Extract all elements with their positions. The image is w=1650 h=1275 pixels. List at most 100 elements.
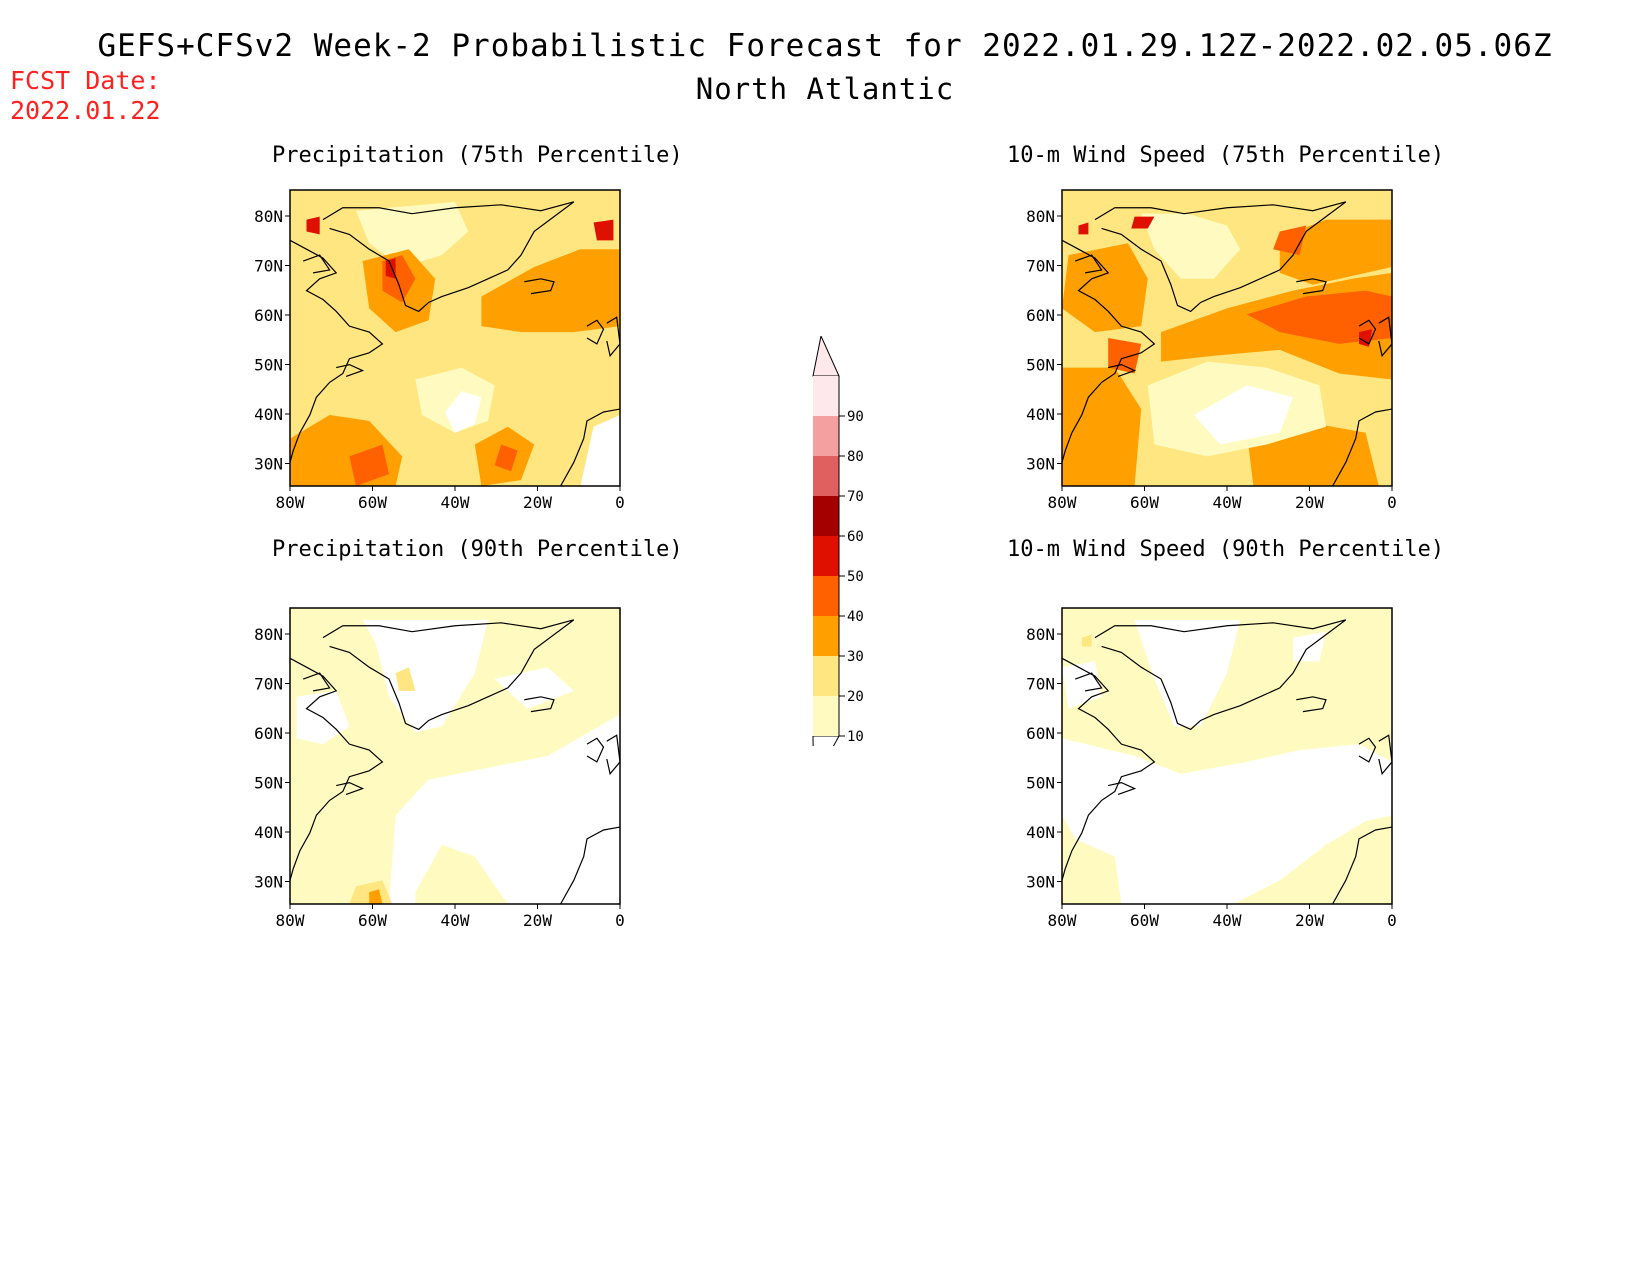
- coastline: [586, 319, 605, 345]
- lon-tick-label: 20W: [523, 493, 552, 512]
- contour-patch: [1062, 367, 1142, 486]
- colorbar-label: 80: [847, 449, 864, 465]
- coastline: [1378, 734, 1392, 776]
- coastline: [560, 826, 620, 904]
- lat-tick-label: 60N: [254, 724, 283, 743]
- lat-tick-label: 80N: [1026, 625, 1055, 644]
- lat-tick-label: 30N: [254, 455, 283, 474]
- coastline: [1378, 316, 1392, 358]
- contour-patch: [1194, 385, 1293, 445]
- coastline: [1296, 696, 1327, 713]
- contour-patch: [494, 667, 574, 709]
- contour-patch: [385, 258, 396, 279]
- sub-title: North Atlantic: [695, 72, 955, 106]
- panel-title-precip-90: Precipitation (90th Percentile): [272, 537, 683, 562]
- coastline: [1332, 826, 1392, 904]
- contour-patch: [580, 414, 620, 486]
- coastline: [606, 734, 620, 776]
- lat-tick-label: 80N: [1026, 207, 1055, 226]
- lat-tick-label: 50N: [254, 356, 283, 375]
- coastline: [1094, 619, 1347, 731]
- lat-tick-label: 70N: [1026, 675, 1055, 694]
- panel-title-wind-90: 10-m Wind Speed (90th Percentile): [1007, 537, 1445, 562]
- lon-tick-label: 80W: [276, 911, 305, 930]
- lat-tick-label: 50N: [1026, 356, 1055, 375]
- colorbar-top-cap: [812, 336, 840, 377]
- colorbar-swatch: [813, 496, 839, 536]
- colorbar-label: 70: [847, 489, 864, 505]
- coastline: [586, 737, 605, 763]
- colorbar-swatch: [813, 536, 839, 576]
- colorbar-swatch: [813, 456, 839, 496]
- map-wind-75: 80W 60W 40W 20W 0 80N 70N 60N 50N 40N 30N: [1026, 189, 1397, 512]
- contour-patch: [1359, 329, 1373, 347]
- panel-title-precip-75: Precipitation (75th Percentile): [272, 143, 683, 168]
- lat-tick-label: 70N: [254, 257, 283, 276]
- contour-patch: [1062, 738, 1392, 904]
- fcst-date-label: FCST Date:: [10, 66, 161, 95]
- colorbar-label: 90: [847, 409, 864, 425]
- coastline: [1108, 364, 1137, 378]
- main-title: GEFS+CFSv2 Week-2 Probabilistic Forecast…: [97, 28, 1553, 64]
- coastline: [524, 696, 555, 713]
- lon-tick-label: 20W: [1295, 911, 1324, 930]
- contour-patch: [306, 216, 320, 235]
- fcst-date-value: 2022.01.22: [10, 96, 161, 125]
- contour-patch: [593, 219, 614, 241]
- lon-tick-label: 40W: [441, 493, 470, 512]
- lat-tick-label: 40N: [254, 405, 283, 424]
- contour-patch: [362, 619, 488, 733]
- coastline: [1296, 278, 1327, 295]
- coastline: [302, 672, 331, 692]
- lat-tick-label: 60N: [254, 306, 283, 325]
- lon-tick-label: 60W: [358, 911, 387, 930]
- coastline: [1358, 319, 1377, 345]
- colorbar-label: 60: [847, 529, 864, 545]
- lat-tick-label: 40N: [254, 823, 283, 842]
- lon-tick-label: 40W: [441, 911, 470, 930]
- lat-tick-label: 50N: [1026, 774, 1055, 793]
- colorbar-swatch: [813, 696, 839, 736]
- contour-patch: [1108, 338, 1142, 374]
- lat-tick-label: 30N: [1026, 455, 1055, 474]
- lon-tick-label: 0: [615, 911, 625, 930]
- coastline: [1062, 657, 1156, 881]
- lon-tick-label: 80W: [276, 493, 305, 512]
- coastline: [1074, 254, 1103, 274]
- coastline: [1062, 239, 1156, 463]
- map-wind-90: 80W 60W 40W 20W 0 80N 70N 60N 50N 40N 30N: [1026, 607, 1397, 930]
- coastline: [1358, 737, 1377, 763]
- coastline: [302, 254, 331, 274]
- contour-patch: [1141, 213, 1241, 279]
- lat-tick-label: 70N: [254, 675, 283, 694]
- contour-patch: [1078, 222, 1089, 235]
- contour-patch: [1062, 243, 1148, 333]
- coastline: [524, 278, 555, 295]
- map-precip-75: 80W 60W 40W 20W 0 80N 70N 60N 50N 40N 30N: [254, 189, 625, 512]
- colorbar-bottom-cap: [812, 735, 840, 746]
- colorbar-swatch: [813, 416, 839, 456]
- contour-patch: [1279, 219, 1392, 285]
- lon-tick-label: 20W: [1295, 493, 1324, 512]
- contour-patch: [389, 714, 620, 904]
- colorbar-label: 40: [847, 609, 864, 625]
- lon-tick-label: 60W: [1130, 911, 1159, 930]
- lat-tick-label: 60N: [1026, 724, 1055, 743]
- coastline: [336, 364, 365, 378]
- contour-patch: [1081, 634, 1092, 647]
- colorbar-label: 10: [847, 729, 864, 745]
- contour-patch: [1246, 290, 1392, 344]
- colorbar-legend: 10 20 30 40 50 60 70 80 90: [812, 336, 864, 746]
- lon-tick-label: 40W: [1213, 911, 1242, 930]
- contour-patch: [494, 444, 518, 472]
- contour-patch: [369, 889, 383, 904]
- lon-tick-label: 80W: [1048, 911, 1077, 930]
- coastline: [1094, 201, 1347, 313]
- colorbar-swatch: [813, 656, 839, 696]
- coastline: [606, 316, 620, 358]
- coastline: [560, 408, 620, 486]
- lon-tick-label: 60W: [358, 493, 387, 512]
- lon-tick-label: 0: [1387, 493, 1397, 512]
- colorbar-label: 50: [847, 569, 864, 585]
- lat-tick-label: 80N: [254, 207, 283, 226]
